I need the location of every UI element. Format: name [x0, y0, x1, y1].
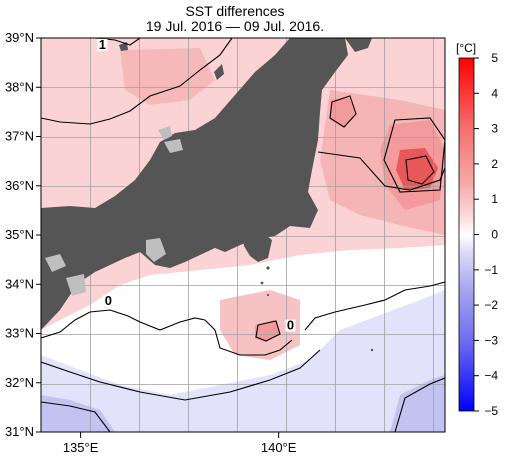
contour-0-central	[204, 319, 293, 356]
contour-label-bg	[97, 38, 108, 51]
contour-0-west	[41, 309, 206, 339]
y-tick-label: 36°N	[5, 178, 34, 193]
landmass-sado-island	[214, 64, 224, 80]
colorbar-tick-label: −4	[484, 369, 498, 383]
colorbar-tick-label: 5	[491, 51, 498, 65]
contour-1-north	[41, 38, 233, 125]
warm-spot-south	[255, 320, 280, 342]
landmass-peninsula	[242, 232, 272, 262]
lake-west-2	[66, 274, 86, 296]
colorbar-tick-label: −5	[484, 404, 498, 418]
contour-label: 0	[287, 318, 294, 333]
y-tick-label: 32°N	[5, 375, 34, 390]
contour-2-east	[383, 117, 445, 193]
landmass-oki-island	[119, 42, 128, 51]
lake-center	[146, 238, 166, 262]
warm-spot-east	[330, 98, 355, 128]
chart-subtitle: 19 Jul. 2016 — 09 Jul. 2016.	[145, 18, 325, 34]
contour-3-core	[405, 155, 435, 185]
contour-label-bg	[103, 294, 114, 307]
x-axis: 135°E 140°E	[63, 432, 297, 455]
y-tick-label: 38°N	[5, 79, 34, 94]
x-tick-label: 135°E	[63, 440, 99, 455]
colorbar-unit: [°C]	[456, 41, 476, 55]
colorbar-tick-label: −2	[484, 298, 498, 312]
contour-neg1-southwest	[41, 401, 111, 432]
cool-region-south	[41, 290, 445, 432]
y-axis: 39°N 38°N 37°N 36°N 35°N 34°N 33°N 32°N 31°N	[5, 30, 41, 439]
colorbar-ticks: 5 4 3 2 1 0 −1 −2 −3 −4 −5	[474, 51, 498, 418]
y-tick-label: 31°N	[5, 424, 34, 439]
chart-title: SST differences	[185, 3, 285, 19]
lake-biwa	[158, 126, 172, 140]
colorbar-tick-label: 1	[491, 192, 498, 206]
contour-label: 1	[99, 37, 106, 52]
contour-neg1-southeast	[394, 377, 445, 432]
contour-labels: 1 0 0	[97, 37, 296, 333]
landmass-honshu	[41, 38, 348, 330]
y-tick-label: 39°N	[5, 30, 34, 45]
y-tick-label: 35°N	[5, 227, 34, 242]
colorbar-gradient	[458, 57, 475, 412]
colorbar-tick-label: 0	[491, 228, 498, 242]
colorbar-tick-label: −3	[484, 333, 498, 347]
colorbar-tick-label: 4	[491, 86, 498, 100]
colorbar: [°C] 5 4 3 2 1 0 −1 −2 −3 −4 −5	[456, 41, 498, 418]
contour-0-east	[304, 281, 445, 331]
contour-label: 0	[105, 293, 112, 308]
y-tick-label: 33°N	[5, 326, 34, 341]
colorbar-tick-label: 2	[491, 157, 498, 171]
colorbar-tick-label: −1	[484, 263, 498, 277]
landmass-hokkaido-tip	[345, 38, 372, 52]
contour-label-bg	[285, 319, 296, 332]
y-tick-label: 34°N	[5, 276, 34, 291]
x-tick-label: 140°E	[261, 440, 297, 455]
contour-0-south	[41, 349, 321, 401]
warm-region-northwest	[120, 48, 215, 105]
map-field	[41, 38, 445, 432]
colorbar-tick-label: 3	[491, 122, 498, 136]
contour-2-northeast	[329, 95, 357, 128]
y-tick-label: 37°N	[5, 129, 34, 144]
contour-lines	[41, 38, 445, 432]
lake-west-1	[45, 254, 66, 272]
lake-kasumigaura	[164, 139, 183, 153]
contour-2-south	[255, 320, 281, 342]
cool-region-southeast	[390, 375, 445, 432]
island-dots	[252, 253, 374, 352]
